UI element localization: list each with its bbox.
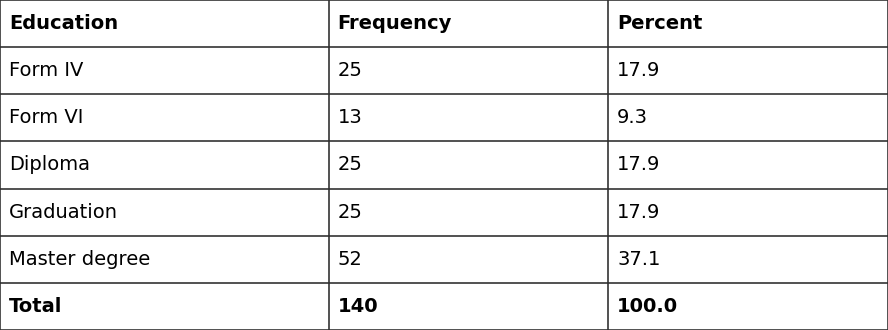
Text: 9.3: 9.3 [617,108,648,127]
Text: Percent: Percent [617,14,702,33]
Bar [0,236,888,283]
Text: 100.0: 100.0 [617,297,678,316]
Text: 13: 13 [337,108,362,127]
Bar [0,188,888,236]
Text: Form IV: Form IV [9,61,83,80]
Text: 17.9: 17.9 [617,155,661,175]
Bar [0,47,888,94]
Text: Frequency: Frequency [337,14,452,33]
Text: Education: Education [9,14,118,33]
Text: 37.1: 37.1 [617,250,661,269]
Bar [0,142,888,188]
Text: 25: 25 [337,61,362,80]
Text: 140: 140 [337,297,378,316]
Bar [0,0,888,47]
Text: 25: 25 [337,155,362,175]
Text: 52: 52 [337,250,362,269]
Text: Diploma: Diploma [9,155,90,175]
Text: Graduation: Graduation [9,203,118,222]
Text: 17.9: 17.9 [617,203,661,222]
Text: 25: 25 [337,203,362,222]
Text: Master degree: Master degree [9,250,150,269]
Text: 17.9: 17.9 [617,61,661,80]
Text: Total: Total [9,297,62,316]
Bar [0,94,888,142]
Bar [0,283,888,330]
Text: Form VI: Form VI [9,108,83,127]
